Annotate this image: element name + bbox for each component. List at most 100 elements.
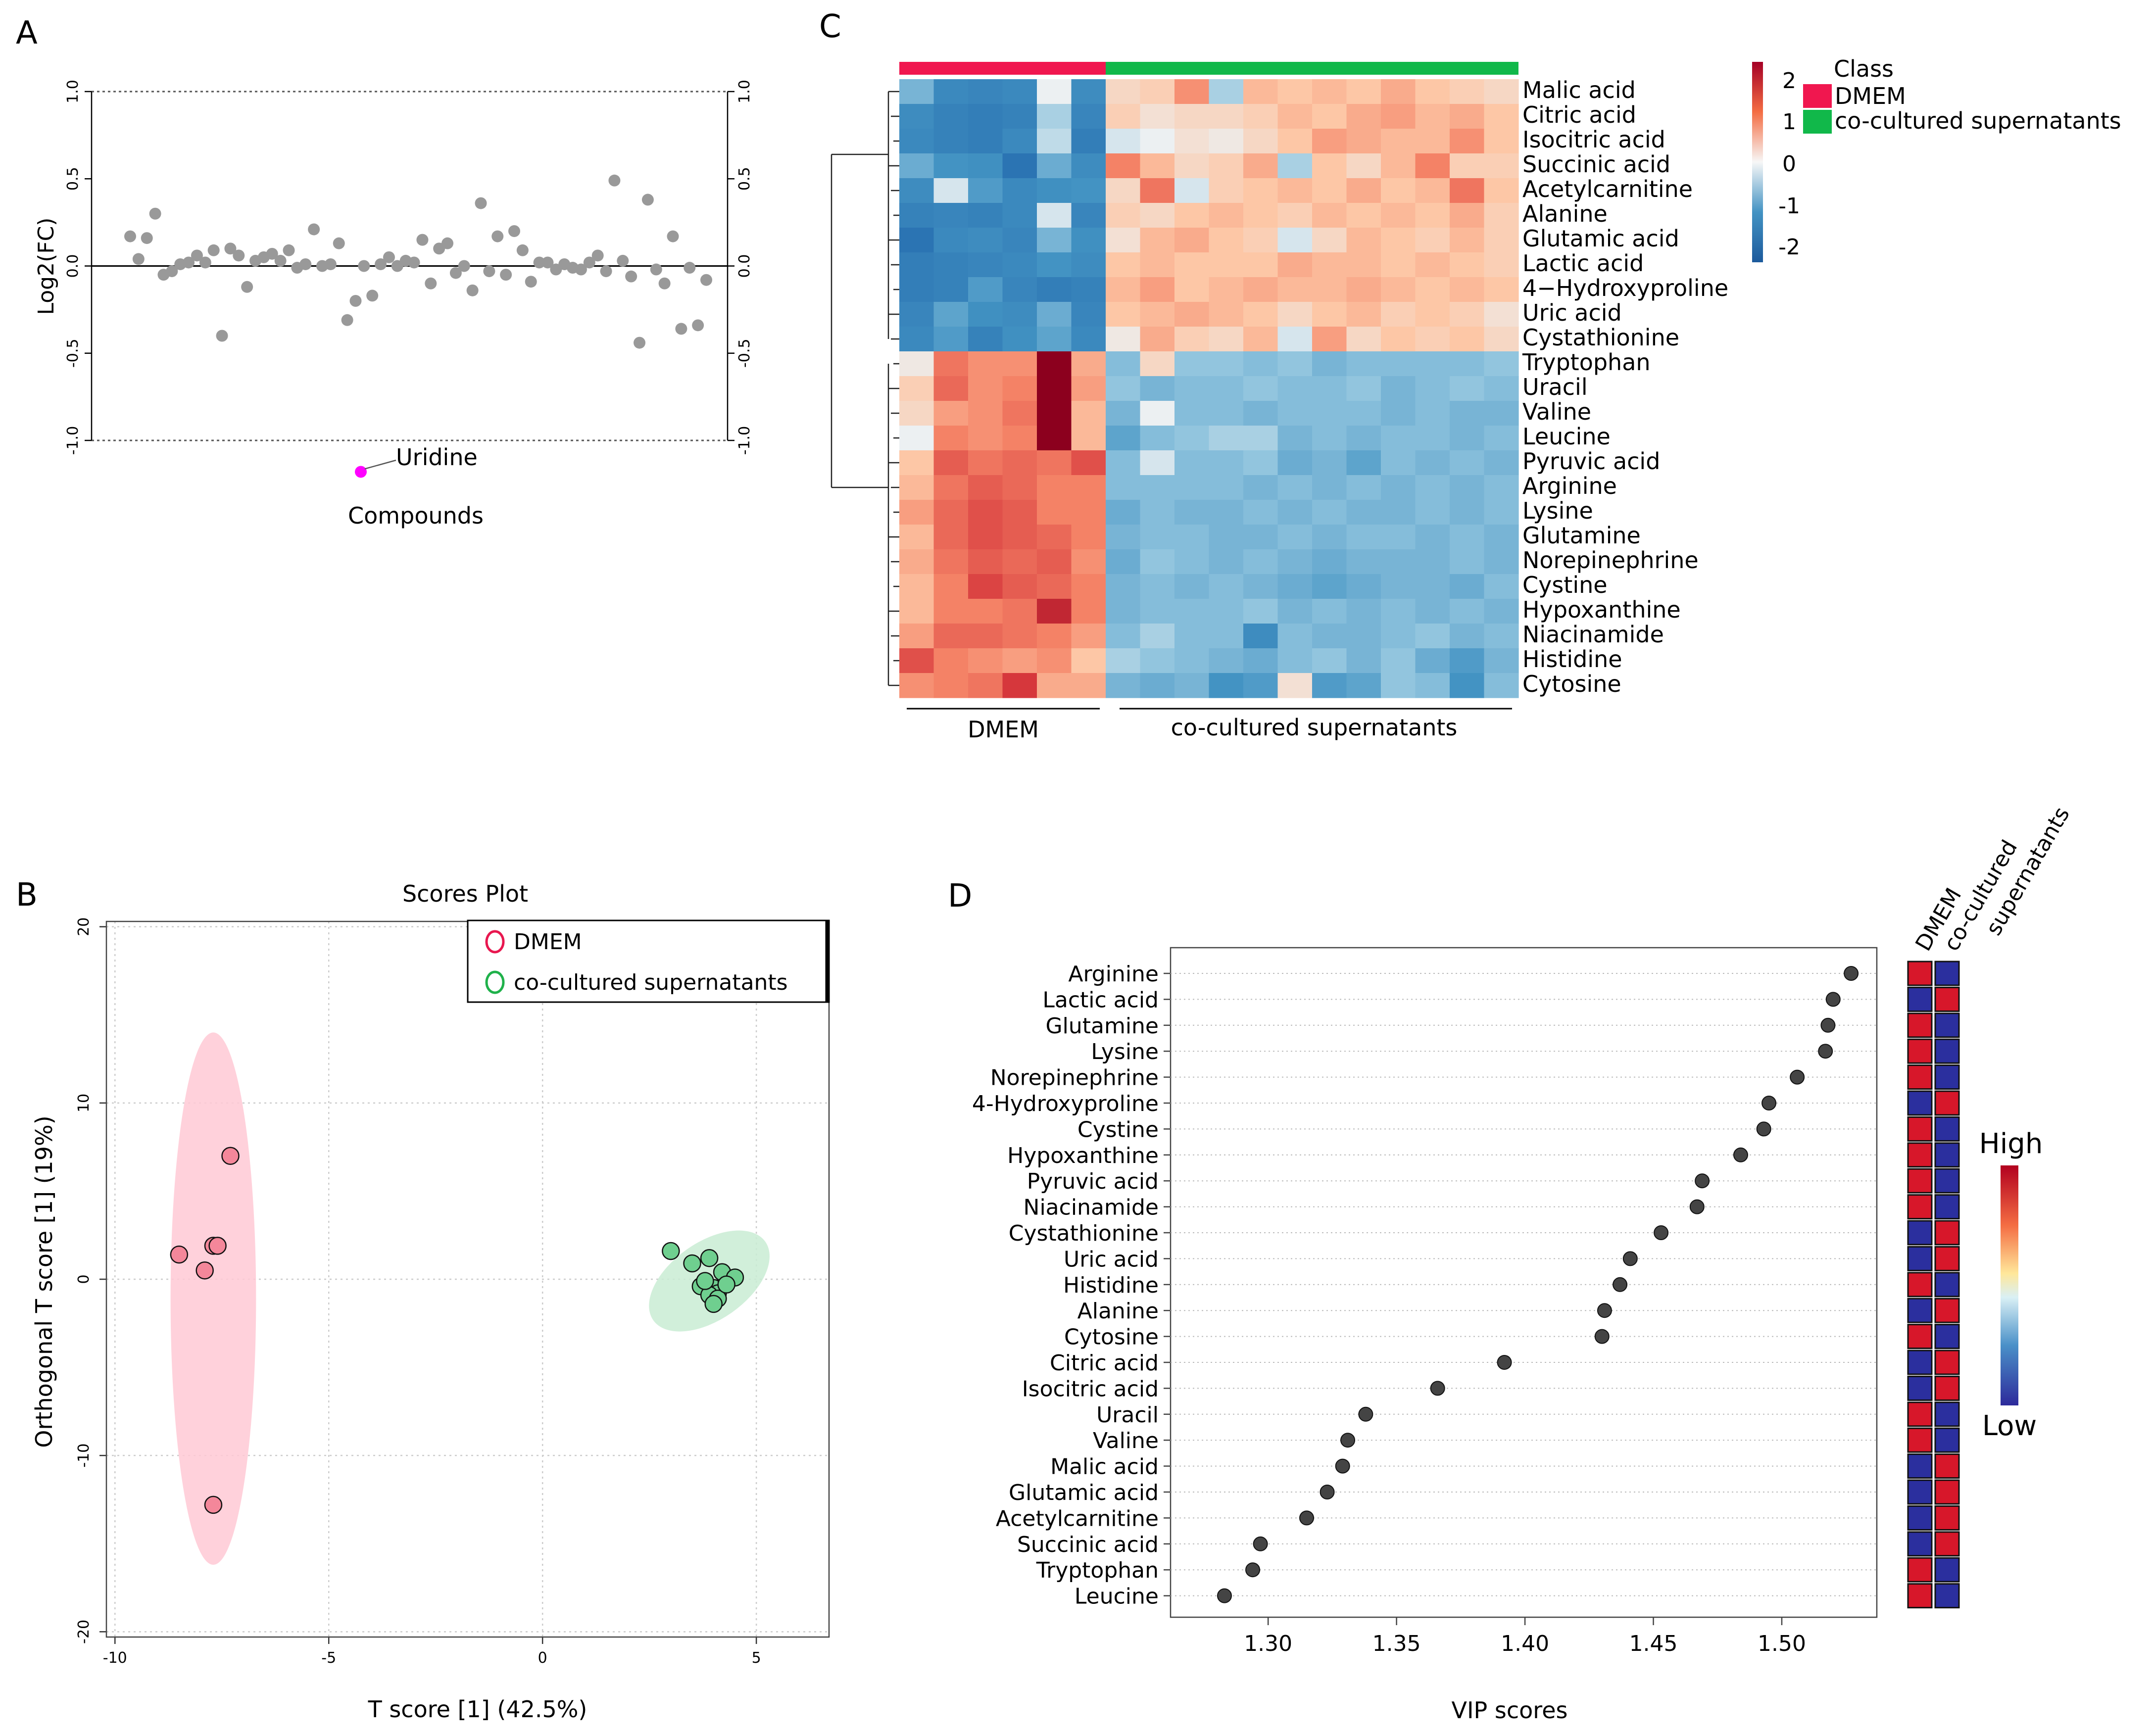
b-score-point <box>208 1237 227 1255</box>
d-cell-cocultured <box>1934 1246 1960 1271</box>
c-heatmap-cell <box>1071 648 1106 674</box>
c-heatmap-cell <box>1209 599 1244 624</box>
d-row-label: Cystathionine <box>1009 1221 1159 1246</box>
c-heatmap-cell <box>1450 104 1485 129</box>
c-heatmap-cell <box>1346 302 1381 327</box>
a-point <box>207 244 220 256</box>
c-heatmap-cell <box>1209 277 1244 302</box>
c-heatmap-cell <box>1346 228 1381 253</box>
c-heatmap-cell <box>1415 599 1450 624</box>
c-heatmap-cell <box>933 599 969 624</box>
c-heatmap-cell <box>1071 549 1106 575</box>
d-header-cocultured: co-culturedsupernatants <box>1939 788 2075 969</box>
c-heatmap-cell <box>1140 228 1175 253</box>
d-plot-frame <box>1170 947 1878 1618</box>
a-point <box>658 277 671 289</box>
c-heatmap-cell <box>1312 178 1347 203</box>
c-heatmap-cell <box>1209 500 1244 525</box>
c-class-bar-dmem <box>899 62 1106 75</box>
c-heatmap-cell <box>1484 673 1519 698</box>
c-heatmap-cell <box>1243 599 1278 624</box>
c-heatmap-cell <box>1174 574 1210 599</box>
c-heatmap-cell <box>968 277 1003 302</box>
c-heatmap-cell <box>1071 203 1106 228</box>
c-heatmap-cell <box>1312 500 1347 525</box>
c-heatmap-cell <box>1415 401 1450 426</box>
c-heatmap-cell <box>1277 153 1313 179</box>
c-legend-label-cocultured: co-cultured supernatants <box>1835 107 2121 134</box>
c-heatmap-cell <box>1243 525 1278 550</box>
c-heatmap-cell <box>1243 327 1278 352</box>
c-heatmap-cell <box>1002 277 1037 302</box>
a-point <box>366 289 379 302</box>
a-point <box>491 230 504 242</box>
c-class-bar-cocultured <box>1106 62 1518 75</box>
panel-c-color-scale: 2 1 0 -1 -2 <box>1752 62 1800 262</box>
c-heatmap-cell <box>1037 426 1072 451</box>
d-cell-dmem <box>1907 1064 1933 1090</box>
c-heatmap-cell <box>1415 673 1450 698</box>
c-row-label: Arginine <box>1522 473 1617 499</box>
c-heatmap-cell <box>933 450 969 476</box>
c-row-label: Lysine <box>1522 497 1593 524</box>
a-point <box>475 197 487 209</box>
c-heatmap-cell <box>1415 500 1450 525</box>
c-heatmap-cell <box>1037 648 1072 674</box>
c-heatmap-cell <box>1071 401 1106 426</box>
c-heatmap-cell <box>1346 252 1381 278</box>
d-vip-point <box>1689 1199 1705 1214</box>
d-cell-dmem <box>1907 1479 1933 1505</box>
c-heatmap-cell <box>1312 475 1347 500</box>
d-vip-point <box>1340 1433 1356 1448</box>
d-vip-point <box>1761 1096 1777 1110</box>
c-heatmap-cell <box>899 376 934 401</box>
c-heatmap-cell <box>1415 475 1450 500</box>
c-heatmap-cell <box>1346 129 1381 154</box>
c-heatmap-cell <box>1209 351 1244 377</box>
c-heatmap-cell <box>1484 228 1519 253</box>
c-heatmap-cell <box>1002 426 1037 451</box>
c-heatmap-cell <box>1002 252 1037 278</box>
c-heatmap-cell <box>933 351 969 377</box>
c-heatmap-cell <box>1450 351 1485 377</box>
c-heatmap-cell <box>1209 450 1244 476</box>
c-heatmap-cell <box>968 302 1003 327</box>
d-row-label: Lysine <box>1091 1039 1159 1064</box>
c-row-label: Alanine <box>1522 200 1608 227</box>
c-row-label: Histidine <box>1522 646 1622 673</box>
d-cell-cocultured <box>1934 1401 1960 1427</box>
c-heatmap-cell <box>1346 376 1381 401</box>
c-heatmap-cell <box>1106 79 1141 104</box>
c-heatmap-cell <box>1415 277 1450 302</box>
c-heatmap-cell <box>1106 574 1141 599</box>
c-heatmap-cell <box>1002 79 1037 104</box>
c-heatmap-cell <box>1312 203 1347 228</box>
d-cell-cocultured <box>1934 1142 1960 1168</box>
c-heatmap-cell <box>968 673 1003 698</box>
c-heatmap-cell <box>1484 599 1519 624</box>
c-heatmap-cell <box>1174 475 1210 500</box>
c-heatmap-cell <box>1312 648 1347 674</box>
c-heatmap-cell <box>1106 203 1141 228</box>
a-point <box>541 256 554 269</box>
c-heatmap-cell <box>1381 129 1416 154</box>
a-tick-label-left: 0.0 <box>64 254 82 278</box>
c-heatmap-cell <box>1243 426 1278 451</box>
c-heatmap-cell <box>968 549 1003 575</box>
a-point <box>308 223 320 236</box>
c-row-label: Norepinephrine <box>1522 547 1699 574</box>
panel-a: A Log2(FC) 1.0 1.0 0.5 0.5 0.0 0.0 -0.5 -0.5 -1.… <box>16 15 753 529</box>
b-tick-label-x: 5 <box>752 1649 761 1667</box>
c-color-scale-bar <box>1752 62 1763 262</box>
c-heatmap-cell <box>1002 450 1037 476</box>
a-point <box>408 256 420 269</box>
a-point <box>692 319 704 332</box>
a-point <box>591 249 604 262</box>
c-heatmap-cell <box>1243 178 1278 203</box>
d-cell-dmem <box>1907 961 1933 986</box>
d-row-label: Norepinephrine <box>990 1065 1159 1091</box>
d-cell-cocultured <box>1934 1064 1960 1090</box>
d-row-label: Arginine <box>1068 962 1159 987</box>
c-row-label: Glutamic acid <box>1522 225 1679 252</box>
